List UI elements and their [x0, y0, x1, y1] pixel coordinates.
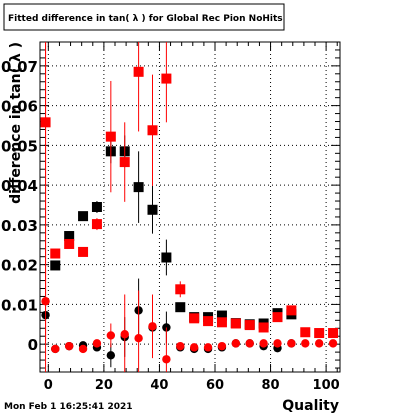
data-point-square — [272, 312, 283, 323]
data-point-circle — [134, 334, 143, 343]
data-point-circle — [189, 343, 199, 352]
data-point-circle — [162, 323, 171, 332]
timestamp: Mon Feb 1 16:25:41 2021 — [4, 402, 133, 412]
data-point-square — [133, 182, 144, 193]
data-point-square — [161, 252, 172, 263]
data-point-square — [50, 248, 61, 259]
data-point-square — [78, 246, 89, 257]
y-tick-label: 0.02 — [1, 257, 38, 275]
x-tick-label: 20 — [95, 378, 113, 393]
y-tick-label: 0.03 — [1, 217, 38, 235]
chart-title: Fitted difference in tan( λ ) for Global… — [8, 14, 283, 24]
data-point-circle — [287, 339, 296, 348]
data-point-square — [161, 73, 172, 84]
data-point-square — [175, 284, 186, 295]
axis-ticks: 0 20 40 60 80 100 0 0.01 0.02 0.03 0.04 0.05 0.06 0.0… — [1, 42, 340, 393]
x-axis-label: Quality — [282, 398, 339, 414]
data-point-circle — [176, 341, 185, 351]
x-tick-label: 0 — [44, 378, 53, 393]
data-point-circle — [120, 330, 129, 339]
data-point-square — [147, 125, 158, 136]
data-point-square — [78, 211, 89, 222]
data-point-square — [133, 66, 144, 77]
y-tick-label: 0.05 — [1, 137, 38, 155]
y-tick-label: 0.01 — [1, 296, 38, 314]
data-point-circle — [231, 339, 241, 348]
x-tick-label: 100 — [313, 378, 340, 393]
data-point-square — [300, 327, 311, 338]
y-tick-label: 0.06 — [1, 98, 38, 116]
data-point-circle — [106, 331, 116, 340]
data-point-circle — [203, 343, 213, 352]
data-point-square — [147, 204, 158, 215]
data-point-circle — [217, 341, 227, 351]
data-point-square — [216, 310, 227, 321]
data-point-circle — [51, 344, 60, 354]
data-point-circle — [301, 339, 310, 348]
data-point-square — [216, 317, 227, 328]
data-point-square — [203, 316, 214, 327]
plot-frame — [39, 41, 341, 373]
data-point-circle — [64, 341, 74, 351]
data-point-circle — [314, 339, 324, 348]
data-point-square — [64, 238, 75, 249]
data-point-square — [175, 302, 186, 313]
data-point-circle — [41, 297, 50, 306]
data-point-circle — [78, 344, 88, 354]
data-point-square — [105, 131, 116, 142]
x-tick-label: 80 — [262, 378, 280, 393]
data-point-circle — [148, 322, 157, 331]
data-point-square — [91, 202, 102, 212]
x-tick-label: 40 — [150, 378, 168, 393]
data-point-square — [258, 322, 269, 333]
y-tick-label: 0.07 — [1, 58, 38, 76]
data-point-circle — [162, 355, 171, 364]
x-tick-label: 60 — [206, 378, 224, 393]
data-point-square — [230, 318, 241, 329]
data-point-square — [189, 313, 200, 324]
data-point-circle — [92, 339, 102, 348]
y-axis-label: difference in tan( λ ) — [8, 42, 24, 204]
title-box — [3, 3, 285, 31]
data-point-square — [119, 157, 130, 168]
data-point-square — [286, 305, 297, 316]
data-point-square — [91, 219, 102, 230]
data-point-square — [50, 260, 61, 271]
data-point-square — [64, 231, 75, 242]
data-point-square — [314, 328, 325, 339]
y-tick-label: 0 — [28, 336, 38, 354]
y-tick-label: 0.04 — [1, 177, 38, 195]
data-point-circle — [328, 339, 338, 348]
data-points — [40, 42, 339, 372]
data-point-circle — [259, 339, 268, 348]
data-point-circle — [273, 339, 282, 348]
data-point-circle — [245, 339, 254, 348]
data-point-square — [244, 320, 255, 331]
data-point-circle — [106, 351, 116, 360]
data-point-square — [328, 328, 339, 339]
